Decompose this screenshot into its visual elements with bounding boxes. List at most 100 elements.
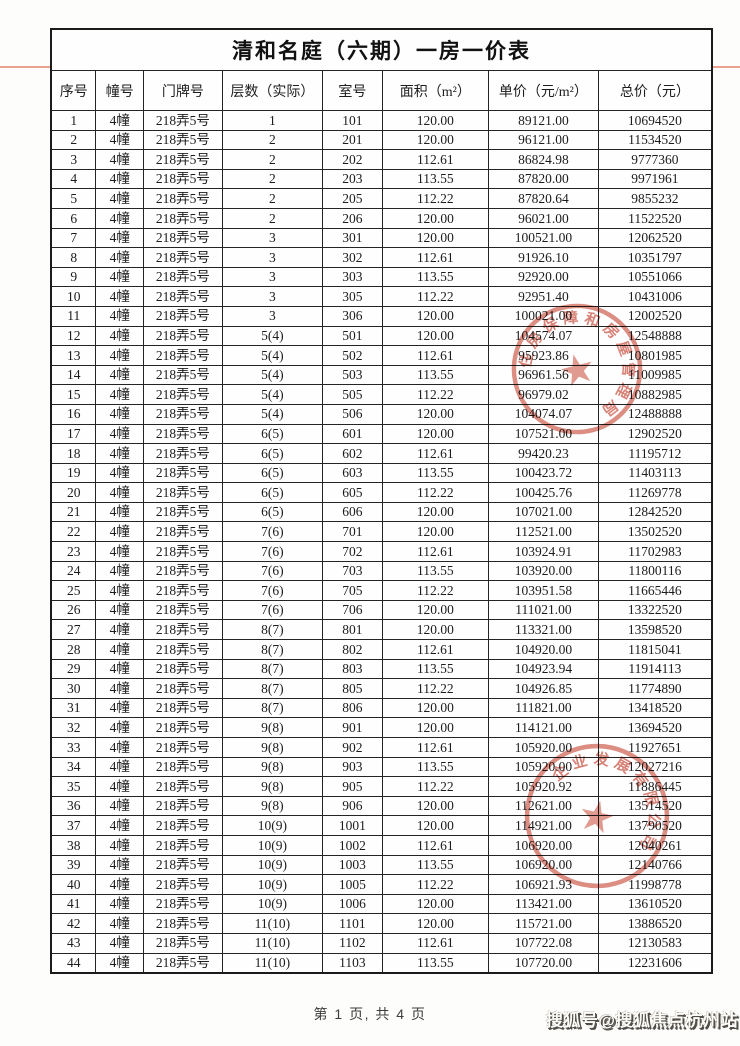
cell: 218弄5号 (143, 599, 223, 621)
cell: 218弄5号 (143, 678, 223, 699)
cell: 11815041 (597, 639, 713, 660)
cell: 100521.00 (488, 227, 599, 249)
cell: 218弄5号 (143, 482, 223, 503)
cell: 7(6) (221, 599, 324, 621)
cell: 111821.00 (488, 697, 599, 719)
table-row: 11 4幢 218弄5号 3 306 120.00 100021.00 12002520 (50, 305, 713, 327)
cell: 17 (50, 423, 97, 445)
cell: 13514520 (597, 795, 713, 817)
cell: 706 (322, 599, 383, 621)
cell: 101 (322, 110, 383, 131)
cell: 4幢 (95, 462, 145, 484)
cell: 103920.00 (488, 560, 599, 582)
cell: 11(10) (221, 932, 324, 954)
cell: 112.22 (381, 874, 490, 895)
table-row: 34 4幢 218弄5号 9(8) 903 113.55 105920.00 12027216 (50, 756, 713, 778)
cell: 11800116 (597, 560, 713, 582)
table-row: 17 4幢 218弄5号 6(5) 601 120.00 107521.00 12902520 (50, 423, 713, 445)
cell: 11403113 (597, 462, 713, 484)
table-row: 1 4幢 218弄5号 1 101 120.00 89121.00 10694520 (50, 110, 713, 131)
cell: 10 (50, 286, 97, 307)
cell: 104074.07 (488, 403, 599, 425)
cell: 10551066 (597, 266, 713, 288)
cell: 38 (50, 834, 97, 856)
table-row: 26 4幢 218弄5号 7(6) 706 120.00 111021.00 13322520 (50, 599, 713, 621)
cell: 218弄5号 (143, 893, 223, 915)
cell: 106921.93 (488, 874, 599, 895)
cell: 96021.00 (488, 207, 599, 229)
cell: 218弄5号 (143, 384, 223, 405)
cell: 120.00 (381, 305, 490, 327)
cell: 34 (50, 756, 97, 778)
cell: 4幢 (95, 168, 145, 190)
cell: 218弄5号 (143, 854, 223, 876)
table-row: 9 4幢 218弄5号 3 303 113.55 92920.00 10551066 (50, 266, 713, 288)
cell: 12488888 (597, 403, 713, 425)
cell: 218弄5号 (143, 658, 223, 680)
cell: 303 (322, 266, 383, 288)
cell: 801 (322, 619, 383, 641)
table-row: 18 4幢 218弄5号 6(5) 602 112.61 99420.23 11195712 (50, 443, 713, 464)
cell: 120.00 (381, 501, 490, 523)
cell: 112521.00 (488, 521, 599, 543)
cell: 112.22 (381, 776, 490, 797)
cell: 218弄5号 (143, 717, 223, 738)
cell: 4幢 (95, 756, 145, 778)
cell: 33 (50, 737, 97, 758)
cell: 4幢 (95, 521, 145, 543)
cell: 4幢 (95, 834, 145, 856)
cell: 218弄5号 (143, 345, 223, 366)
table-header-row: 序号 幢号 门牌号 层数（实际） 室号 面积（m²） 单价（元/m²） 总价（元） (50, 70, 713, 111)
cell: 4幢 (95, 776, 145, 797)
cell: 107521.00 (488, 423, 599, 445)
cell: 606 (322, 501, 383, 523)
cell: 103951.58 (488, 580, 599, 601)
cell: 1002 (322, 834, 383, 856)
cell: 92951.40 (488, 286, 599, 307)
cell: 218弄5号 (143, 325, 223, 347)
cell: 901 (322, 717, 383, 738)
cell: 21 (50, 501, 97, 523)
cell: 39 (50, 854, 97, 876)
cell: 120.00 (381, 325, 490, 347)
table-row: 10 4幢 218弄5号 3 305 112.22 92951.40 10431006 (50, 286, 713, 307)
cell: 5(4) (221, 403, 324, 425)
cell: 4 (50, 168, 97, 190)
cell: 120.00 (381, 697, 490, 719)
cell: 113.55 (381, 560, 490, 582)
cell: 113.55 (381, 266, 490, 288)
price-table: 清和名庭（六期）一房一价表 序号 幢号 门牌号 层数（实际） 室号 面积（m²） 单价（元/… (50, 28, 713, 974)
table-row: 43 4幢 218弄5号 11(10) 1102 112.61 107722.08 12130… (50, 932, 713, 954)
cell: 703 (322, 560, 383, 582)
cell: 106920.00 (488, 834, 599, 856)
cell: 112.61 (381, 443, 490, 464)
cell: 120.00 (381, 227, 490, 249)
cell: 113321.00 (488, 619, 599, 641)
cell: 111021.00 (488, 599, 599, 621)
cell: 12040261 (597, 834, 713, 856)
cell: 113.55 (381, 168, 490, 190)
table-row: 6 4幢 218弄5号 2 206 120.00 96021.00 11522520 (50, 207, 713, 229)
cell: 112.22 (381, 678, 490, 699)
cell: 1 (221, 110, 324, 131)
cell: 112.61 (381, 541, 490, 562)
cell: 218弄5号 (143, 364, 223, 386)
cell: 218弄5号 (143, 541, 223, 562)
table-row: 44 4幢 218弄5号 11(10) 1103 113.55 107720.00 12231… (50, 952, 713, 974)
cell: 115721.00 (488, 913, 599, 934)
cell: 12548888 (597, 325, 713, 347)
cell: 120.00 (381, 717, 490, 738)
cell: 218弄5号 (143, 168, 223, 190)
cell: 4幢 (95, 697, 145, 719)
cell: 112.22 (381, 188, 490, 209)
cell: 23 (50, 541, 97, 562)
cell: 701 (322, 521, 383, 543)
cell: 15 (50, 384, 97, 405)
cell: 42 (50, 913, 97, 934)
cell: 218弄5号 (143, 207, 223, 229)
cell: 30 (50, 678, 97, 699)
cell: 7(6) (221, 541, 324, 562)
table-row: 30 4幢 218弄5号 8(7) 805 112.22 104926.85 11774890 (50, 678, 713, 699)
cell: 1001 (322, 815, 383, 836)
cell: 6(5) (221, 501, 324, 523)
